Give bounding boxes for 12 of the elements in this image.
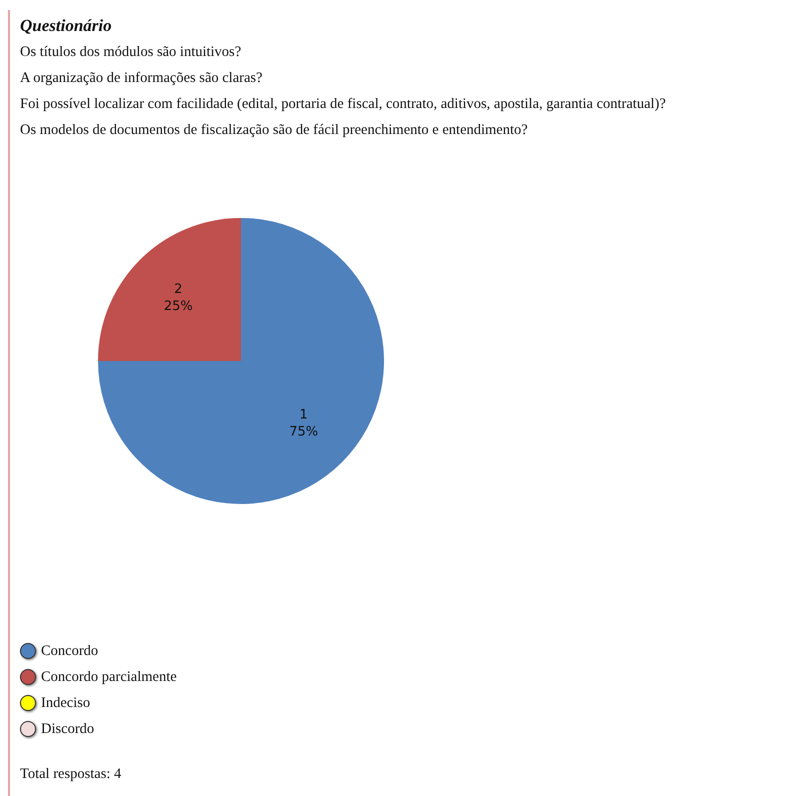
legend-label: Indeciso <box>41 694 90 712</box>
text: Foi possível localizar com facilidade (edital, portaria de fiscal, contrato, aditivos, apostila, garantia contratual)? <box>20 96 666 113</box>
text: Total respostas: 4 <box>20 766 122 783</box>
legend-label: Concordo <box>41 642 98 660</box>
text: Os modelos de documentos de fiscalização são de fácil preenchimento e entendimento? <box>20 122 528 139</box>
data-label: 1 75% <box>289 408 318 440</box>
data-label: 2 25% <box>164 282 193 314</box>
legend-label: Discordo <box>41 720 94 738</box>
legend-label: Concordo parcialmente <box>41 668 177 686</box>
text: A organização de informações são claras? <box>20 70 262 87</box>
chart-title: Questionário <box>20 16 112 36</box>
text: Os títulos dos módulos são intuitivos? <box>20 44 242 61</box>
